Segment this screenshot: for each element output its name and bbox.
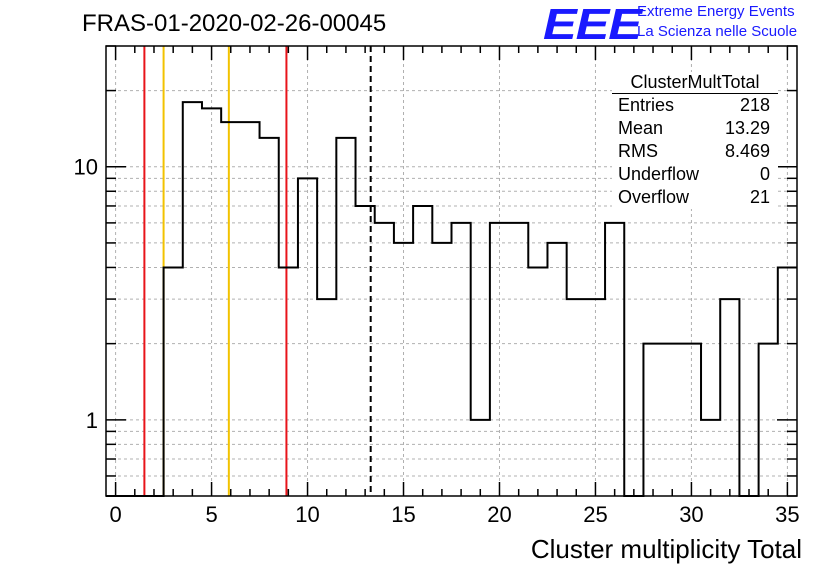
x-tick-label: 30: [679, 502, 703, 527]
histogram-bin: [682, 344, 701, 496]
histogram-bin: [509, 223, 528, 496]
plot-frame: [105, 45, 798, 497]
stats-row-overflow: Overflow 21: [612, 186, 778, 209]
eee-logo: EEE: [543, 0, 642, 49]
stats-label: Mean: [618, 118, 664, 138]
logo-line-2: La Scienza nelle Scuole: [637, 23, 798, 40]
stats-label: Entries: [618, 95, 675, 115]
stats-row-rms: RMS 8.469: [612, 140, 778, 163]
stats-row-underflow: Underflow 0: [612, 163, 778, 186]
histogram-bin: [164, 267, 183, 496]
histogram-bin: [240, 122, 259, 496]
x-tick-label: 10: [295, 502, 319, 527]
histogram-bin: [490, 223, 509, 496]
histogram-bin: [567, 299, 586, 496]
histogram-bin: [759, 344, 778, 496]
stats-value: 8.469: [724, 141, 770, 161]
histogram-bin: [394, 243, 413, 496]
x-tick-label: 5: [205, 502, 217, 527]
stats-title: ClusterMultTotal: [612, 72, 778, 94]
histogram-bin: [375, 223, 394, 496]
y-tick-label: 10: [74, 155, 98, 180]
stats-row-mean: Mean 13.29: [612, 117, 778, 140]
histogram-bin: [413, 206, 432, 496]
histogram-bin: [663, 344, 682, 496]
stats-value: 0: [759, 164, 770, 184]
stats-box: ClusterMultTotal Entries 218 Mean 13.29 …: [612, 72, 778, 209]
histogram-bin: [336, 138, 355, 496]
histogram-bin: [643, 344, 662, 496]
x-tick-label: 15: [391, 502, 415, 527]
logo-line-1: Extreme Energy Events: [637, 3, 795, 20]
x-axis-label: Cluster multiplicity Total: [530, 534, 802, 564]
stats-label: Underflow: [618, 164, 700, 184]
histogram-bin: [547, 243, 566, 496]
histogram-outline: [106, 101, 797, 497]
histogram-bin: [317, 299, 336, 496]
stats-label: RMS: [618, 141, 658, 161]
x-tick-label: 0: [109, 502, 121, 527]
histogram-bin: [279, 267, 298, 496]
histogram-bin: [778, 267, 797, 496]
histogram-bin: [356, 206, 375, 496]
histogram-bin: [183, 102, 202, 496]
stats-value: 21: [749, 187, 770, 207]
histogram-bin: [202, 108, 221, 496]
histogram-bin: [701, 420, 720, 496]
histogram-bin: [471, 420, 490, 496]
histogram-series: [106, 101, 797, 497]
histogram-bin: [298, 178, 317, 496]
histogram-bin: [452, 223, 471, 496]
stats-value: 218: [739, 95, 770, 115]
histogram-bin: [528, 267, 547, 496]
histogram-bin: [260, 138, 279, 496]
histogram-bin: [432, 243, 451, 496]
x-tick-label: 20: [487, 502, 511, 527]
run-title: FRAS-01-2020-02-26-00045: [82, 10, 387, 37]
x-tick-label: 35: [775, 502, 799, 527]
histogram-bin: [605, 223, 624, 496]
y-tick-label: 1: [86, 408, 98, 433]
histogram-bin: [586, 299, 605, 496]
stats-label: Overflow: [618, 187, 690, 207]
x-tick-label: 25: [583, 502, 607, 527]
histogram-bin: [221, 122, 240, 496]
axes: 0 5 10 15 20 25 30 35 1 10: [74, 45, 800, 527]
stats-value: 13.29: [724, 118, 770, 138]
histogram-bin: [720, 299, 739, 496]
stats-row-entries: Entries 218: [612, 94, 778, 117]
